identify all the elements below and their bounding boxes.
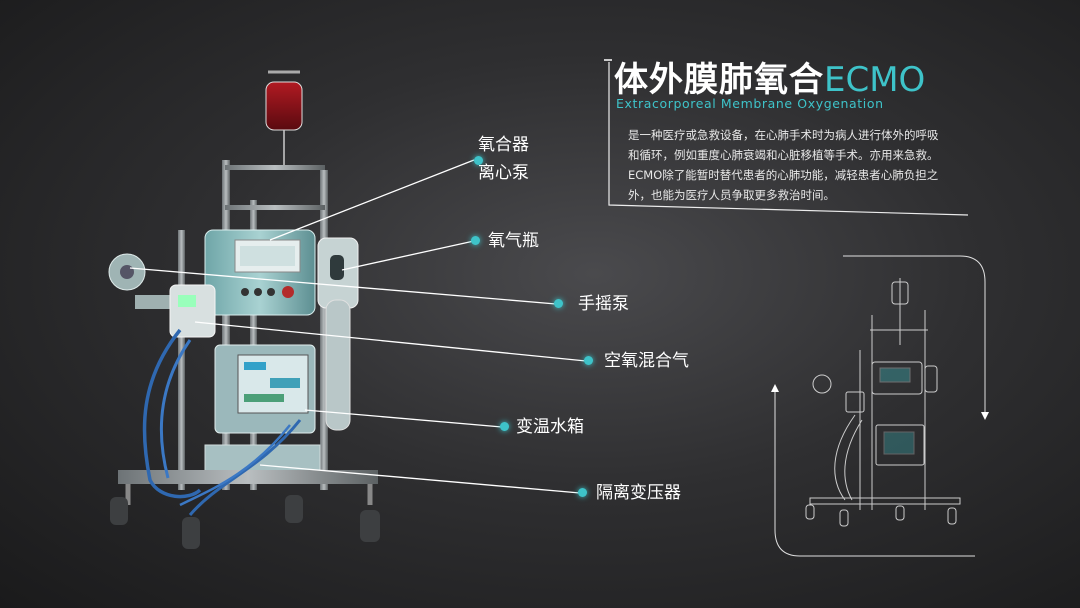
- air-oxygen-mixer-callout-dot: [584, 356, 593, 365]
- oxygen-bottle-callout-dot: [471, 236, 480, 245]
- label-centrifugal-pump: 离心泵: [478, 163, 529, 183]
- title-chinese: 体外膜肺氧合: [614, 60, 824, 100]
- oxygenator-callout-dot: [474, 156, 483, 165]
- hand-pump-callout-dot: [554, 299, 563, 308]
- label-oxygen-bottle: 氧气瓶: [488, 231, 539, 251]
- label-oxygenator: 氧合器: [478, 135, 529, 155]
- water-tank-callout-dot: [500, 422, 509, 431]
- label-hand-pump: 手摇泵: [578, 294, 629, 314]
- label-air-oxygen-mixer: 空氧混合气: [604, 351, 689, 371]
- label-water-tank: 变温水箱: [516, 417, 584, 437]
- title-acronym: ECMO: [824, 60, 926, 100]
- label-isolation-transformer: 隔离变压器: [596, 483, 681, 503]
- description-text: 是一种医疗或急救设备，在心肺手术时为病人进行体外的呼吸和循环，例如重度心肺衰竭和…: [628, 128, 939, 202]
- title-english: Extracorporeal Membrane Oxygenation: [616, 96, 884, 111]
- page-title: 体外膜肺氧合ECMO: [614, 52, 925, 101]
- isolation-transformer-callout-dot: [578, 488, 587, 497]
